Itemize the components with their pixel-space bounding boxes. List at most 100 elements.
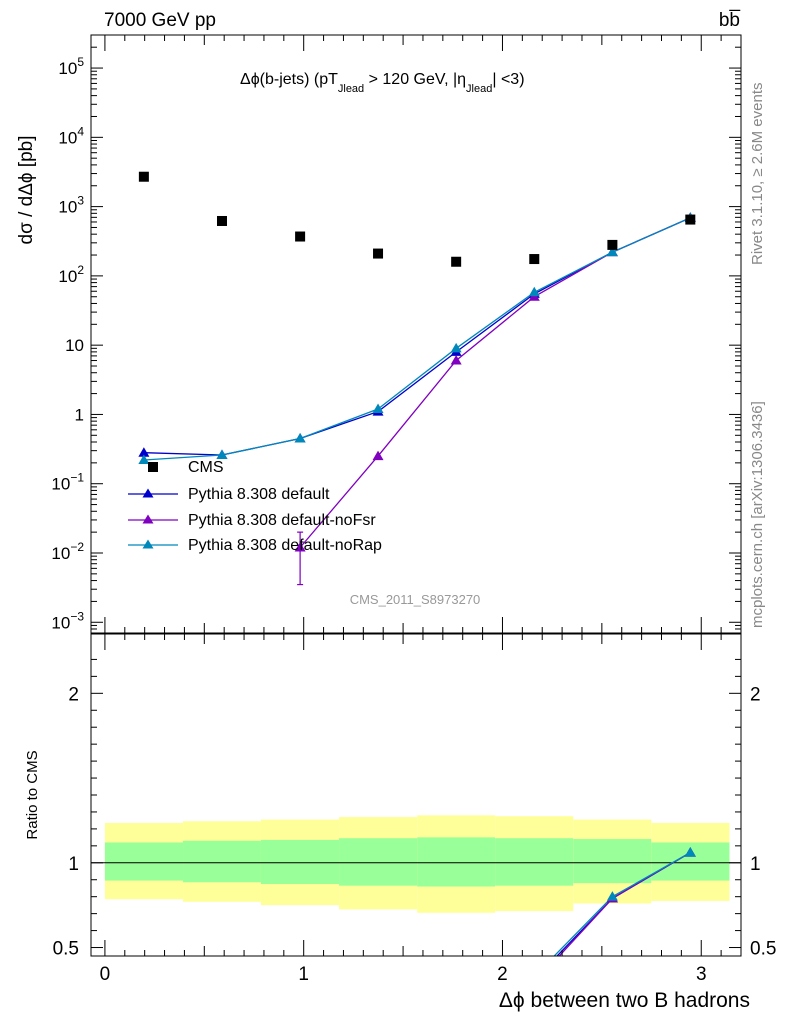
ratio-y-tick-label-right: 2	[750, 684, 761, 705]
ratio-y-tick-label-right: 0.5	[750, 939, 776, 960]
main-y-tick-base: 10	[65, 336, 84, 355]
ratio-bands	[104, 815, 730, 913]
cms-data-point	[529, 254, 540, 265]
ratio-series-point	[529, 971, 540, 981]
x-tick-label: 2	[497, 964, 508, 985]
cms-data-point	[295, 231, 306, 242]
main-y-tick-label: 10−3	[51, 609, 84, 632]
main-y-tick-label: 10−1	[51, 471, 84, 494]
main-title-pre: Δϕ(b-jets) (pT	[240, 71, 338, 88]
main-series-point	[372, 403, 384, 413]
legend-nofsr-marker	[142, 514, 154, 524]
main-series-point	[294, 542, 306, 552]
main-series-line	[143, 217, 691, 461]
main-y-tick-exponent: 4	[77, 124, 84, 138]
main-y-tick-exponent: 2	[77, 263, 84, 277]
main-series-line	[299, 217, 691, 548]
main-y-tick-exponent: −2	[70, 540, 84, 554]
main-y-tick-label: 10	[65, 336, 84, 355]
main-y-tick-base: 1	[75, 405, 84, 424]
main-series-point	[528, 286, 540, 297]
main-series-point	[606, 246, 618, 257]
ratio-y-axis-label: Ratio to CMS	[24, 750, 41, 839]
ratio-series-point	[684, 847, 696, 857]
main-series-point	[138, 447, 150, 457]
main-title-post: | <3)	[492, 71, 524, 88]
mcplots-label: mcplots.cern.ch [arXiv:1306.3436]	[749, 401, 766, 628]
ratio-series-point	[529, 974, 540, 984]
main-title-mid: > 120 GeV, |η	[364, 71, 466, 88]
legend: CMS Pythia 8.308 default Pythia 8.308 de…	[128, 459, 382, 554]
x-tick-label: 3	[696, 964, 707, 985]
ratio-y-tick-label-right: 1	[750, 854, 761, 875]
main-title: Δϕ(b-jets) (pTJlead > 120 GeV, |ηJlead| …	[240, 71, 525, 95]
cms-data-point	[607, 239, 618, 250]
main-series-point	[294, 432, 306, 443]
main-y-tick-base: 10	[58, 267, 77, 286]
cms-data-point	[373, 248, 384, 259]
main-y-tick-base: 10	[58, 128, 77, 147]
ratio-series-point	[529, 978, 540, 988]
ratio-panel: 0.5 0.5 1 1 2 2 0 1 2 3 Ratio to CMS Δϕ between t…	[24, 633, 776, 1012]
main-y-tick-base: 10	[51, 475, 70, 494]
main-series-line	[143, 217, 691, 456]
ratio-inner-band	[183, 840, 261, 883]
ratio-inner-band	[339, 838, 418, 886]
main-y-tick-label: 1	[75, 405, 84, 424]
main-y-tick-label: 104	[58, 124, 84, 147]
main-y-tick-label: 10−2	[51, 540, 84, 563]
energy-label: 7000 GeV pp	[104, 10, 216, 31]
main-y-axis-label: dσ / dΔϕ [pb]	[16, 136, 37, 245]
main-y-tick-exponent: −3	[70, 609, 84, 623]
ratio-ticks: 0.5 0.5 1 1 2 2 0 1 2 3	[53, 634, 776, 985]
main-series-point	[216, 449, 228, 459]
main-y-tick-base: 10	[51, 613, 70, 632]
main-title-sub1: Jlead	[338, 83, 364, 95]
main-frame	[90, 34, 742, 634]
x-tick-label: 1	[298, 964, 309, 985]
ratio-series-point	[606, 891, 618, 901]
main-y-tick-label: 103	[58, 194, 84, 217]
legend-norap-label: Pythia 8.308 default-noRap	[188, 537, 382, 554]
legend-default-label: Pythia 8.308 default	[188, 486, 330, 503]
ratio-inner-band	[417, 837, 496, 887]
cms-data-point	[685, 214, 696, 225]
ratio-series	[529, 847, 696, 988]
main-series-point	[138, 454, 150, 464]
ratio-inner-band	[260, 839, 340, 884]
legend-default-marker	[142, 488, 154, 498]
ratio-inner-band	[495, 838, 574, 886]
legend-nofsr-label: Pythia 8.308 default-noFsr	[188, 512, 376, 529]
main-series-point	[450, 342, 462, 353]
cms-data-point	[451, 256, 462, 267]
main-series-point	[450, 355, 462, 365]
main-y-tick-base: 10	[58, 59, 77, 78]
cms-data-point	[216, 215, 227, 226]
legend-cms-marker	[148, 462, 158, 472]
ratio-y-tick-label-left: 2	[68, 684, 79, 705]
ratio-y-tick-label-left: 1	[68, 854, 79, 875]
main-y-tick-base: 10	[58, 198, 77, 217]
main-series-point	[372, 450, 384, 461]
main-y-tick-label: 102	[58, 263, 84, 286]
process-label: bb̅	[719, 10, 741, 31]
main-y-tick-exponent: 3	[77, 194, 84, 208]
main-y-tick-exponent: −1	[70, 471, 84, 485]
main-series	[138, 171, 696, 586]
analysis-watermark: CMS_2011_S8973270	[350, 592, 481, 607]
legend-cms-label: CMS	[188, 459, 224, 476]
ratio-inner-band	[573, 839, 652, 884]
main-y-tick-label: 105	[58, 55, 84, 78]
x-axis-label: Δϕ between two B hadrons	[499, 989, 750, 1012]
main-y-tick-base: 10	[51, 544, 70, 563]
ratio-inner-band	[104, 842, 184, 881]
legend-norap-marker	[142, 539, 154, 549]
main-y-tick-exponent: 5	[77, 55, 84, 69]
rivet-label: Rivet 3.1.10, ≥ 2.6M events	[749, 83, 766, 266]
cms-data-point	[138, 171, 149, 182]
ratio-y-tick-label-left: 0.5	[53, 939, 79, 960]
x-tick-label: 0	[100, 964, 111, 985]
